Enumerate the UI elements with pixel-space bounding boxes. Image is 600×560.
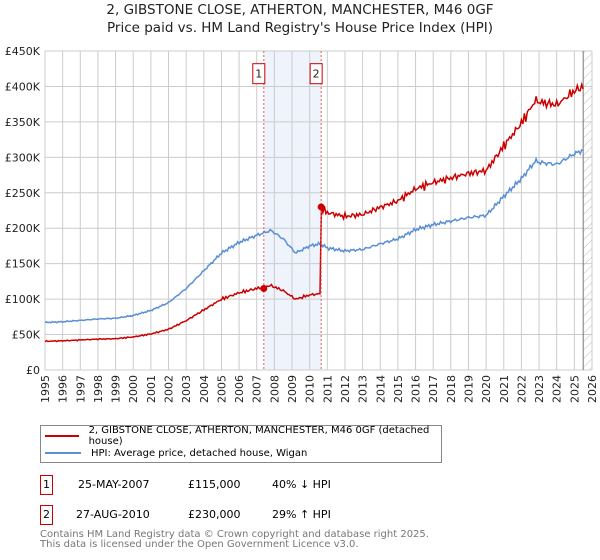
x-tick-label: 2010 [304, 375, 317, 403]
footer-line2: This data is licensed under the Open Gov… [40, 539, 359, 550]
x-tick-label: 2001 [145, 375, 158, 403]
sale-marker-label: 1 [255, 68, 262, 81]
y-tick-label: £400K [5, 80, 41, 93]
x-tick-label: 1997 [74, 375, 87, 403]
sale-point [260, 284, 268, 292]
sale-marker-label: 2 [313, 68, 320, 81]
x-tick-label: 2004 [198, 375, 211, 403]
x-tick-label: 2003 [180, 375, 193, 403]
x-tick-label: 2022 [515, 375, 528, 403]
x-tick-label: 2007 [251, 375, 264, 403]
x-tick-label: 2023 [533, 375, 546, 403]
legend-price-label: 2, GIBSTONE CLOSE, ATHERTON, MANCHESTER,… [88, 425, 430, 447]
transaction-badge: 2 [40, 505, 53, 525]
x-tick-label: 2011 [321, 375, 334, 403]
y-tick-label: £250K [5, 187, 41, 200]
x-tick-label: 2000 [127, 375, 140, 403]
x-tick-label: 2006 [233, 375, 246, 403]
x-tick-label: 2018 [445, 375, 458, 403]
transaction-date: 25-MAY-2007 [78, 478, 150, 491]
x-tick-label: 1996 [57, 375, 70, 403]
x-tick-label: 2024 [551, 375, 564, 403]
x-tick-label: 2016 [410, 375, 423, 403]
y-tick-label: £150K [5, 258, 41, 271]
legend-hpi-label: HPI: Average price, detached house, Wiga… [91, 447, 308, 459]
y-tick-label: £350K [5, 116, 41, 129]
transaction-hpi: 40% ↓ HPI [272, 478, 331, 491]
y-tick-label: £100K [5, 293, 41, 306]
x-tick-label: 2026 [586, 375, 599, 403]
sale-point [317, 203, 325, 211]
x-tick-label: 2014 [374, 375, 387, 403]
x-tick-label: 2008 [268, 375, 281, 403]
x-tick-label: 2019 [462, 375, 475, 403]
price-line [44, 81, 584, 343]
transaction-badge: 1 [40, 475, 53, 495]
legend: 2, GIBSTONE CLOSE, ATHERTON, MANCHESTER,… [40, 425, 442, 463]
x-tick-label: 1999 [110, 375, 123, 403]
footer-line1: Contains HM Land Registry data © Crown c… [40, 529, 429, 540]
legend-hpi-swatch [45, 452, 81, 454]
chart-subtitle: Price paid vs. HM Land Registry's House … [107, 20, 493, 36]
transaction-row: 1 25-MAY-2007 £115,000 40% ↓ HPI [40, 475, 440, 495]
footer: Contains HM Land Registry data © Crown c… [40, 530, 429, 550]
x-tick-label: 1995 [39, 375, 52, 403]
legend-price-swatch [45, 435, 79, 437]
x-tick-label: 2017 [427, 375, 440, 403]
hpi-line [44, 148, 584, 324]
x-tick-label: 2021 [498, 375, 511, 403]
x-tick-label: 2015 [392, 375, 405, 403]
sale-marker-badge [252, 63, 266, 85]
price-chart: 1995 1996 1997 1998 1999 2000 2001 2002 2003 2004… [5, 45, 599, 403]
x-tick-label: 2012 [339, 375, 352, 403]
y-tick-label: £50K [12, 329, 41, 342]
y-tick-label: £200K [5, 222, 41, 235]
sale-marker-badge [309, 63, 323, 85]
chart-title: 2, GIBSTONE CLOSE, ATHERTON, MANCHESTER,… [106, 2, 494, 18]
y-tick-label: £0 [26, 364, 40, 377]
x-tick-label: 2005 [215, 375, 228, 403]
transaction-price: £230,000 [188, 508, 241, 521]
transaction-price: £115,000 [188, 478, 241, 491]
x-tick-label: 2020 [480, 375, 493, 403]
y-tick-label: £450K [5, 45, 41, 58]
transaction-hpi: 29% ↑ HPI [272, 508, 331, 521]
x-tick-label: 2025 [568, 375, 581, 403]
x-tick-label: 1998 [92, 375, 105, 403]
y-tick-label: £300K [5, 151, 41, 164]
future-hatch [583, 51, 592, 370]
x-tick-label: 2002 [163, 375, 176, 403]
x-tick-label: 2013 [357, 375, 370, 403]
transaction-date: 27-AUG-2010 [76, 508, 150, 521]
transaction-row: 2 27-AUG-2010 £230,000 29% ↑ HPI [40, 505, 440, 525]
x-tick-label: 2009 [286, 375, 299, 403]
